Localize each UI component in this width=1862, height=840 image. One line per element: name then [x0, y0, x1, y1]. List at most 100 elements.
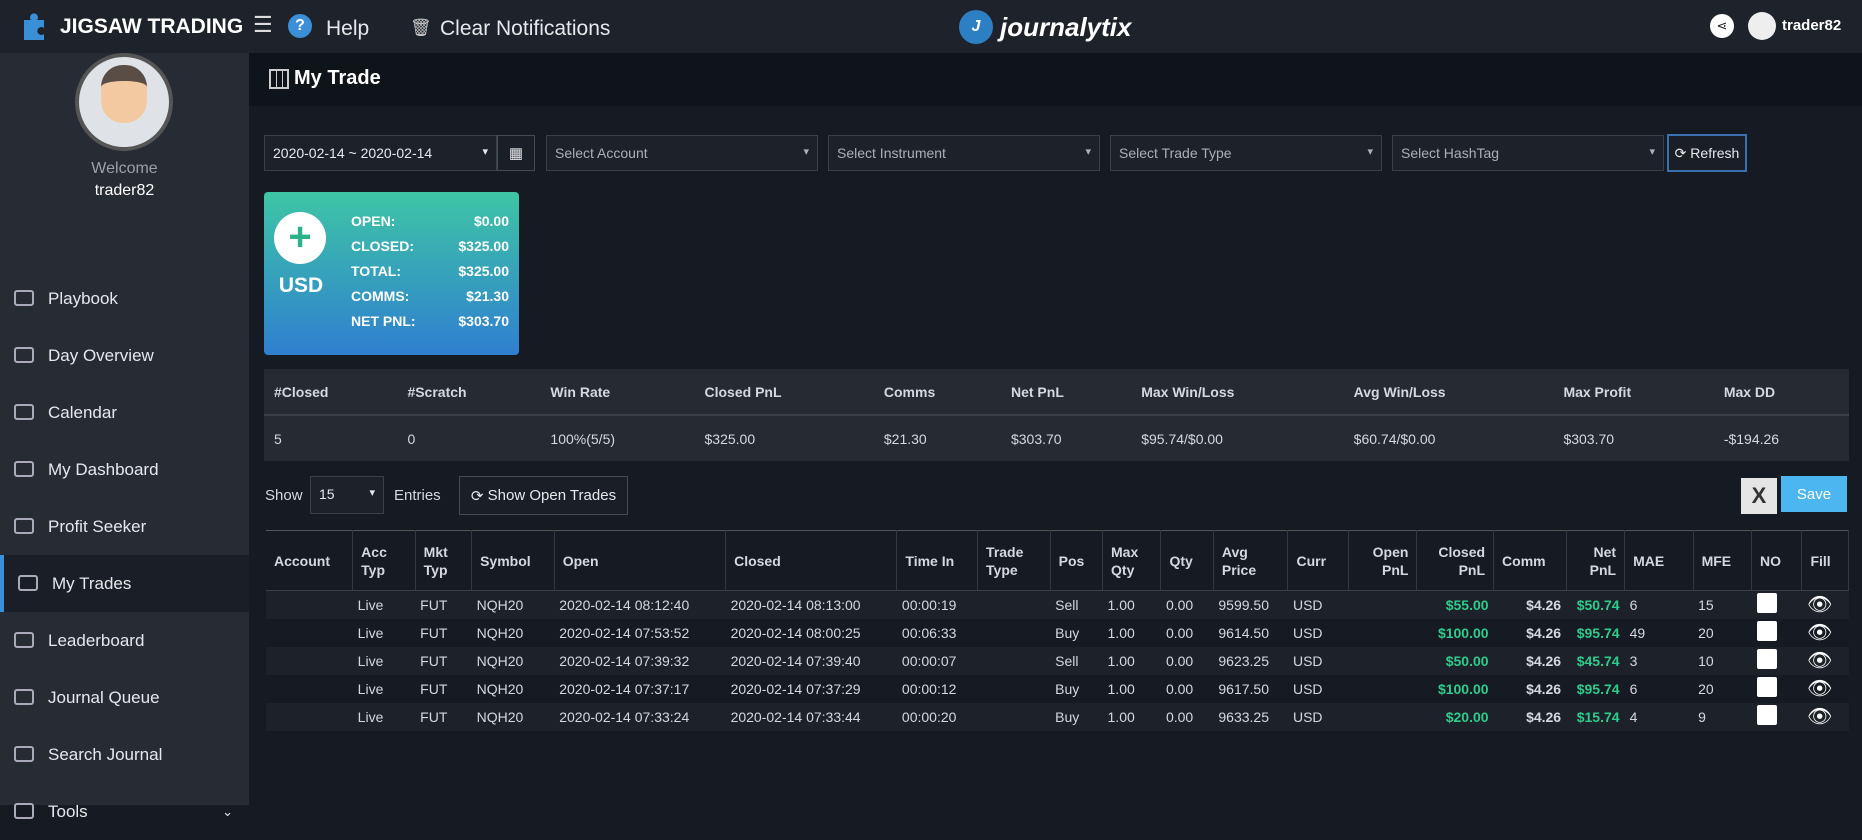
cell: FUT — [420, 624, 448, 641]
cell: NQH20 — [476, 596, 524, 613]
stats-header: Win Rate — [540, 369, 695, 416]
menu-label: Profit Seeker — [48, 516, 147, 536]
menu-item[interactable]: Playbook — [0, 270, 249, 327]
filter-select[interactable]: Select Account — [546, 135, 818, 171]
menu-item[interactable]: Leaderboard — [0, 612, 249, 669]
save-button[interactable]: Save — [1781, 476, 1847, 512]
filter-select[interactable]: Select HashTag — [1392, 135, 1664, 171]
avatar-face — [101, 65, 147, 123]
filter-select[interactable]: Select Trade Type — [1110, 135, 1382, 171]
cell: 2020-02-14 07:39:32 — [559, 652, 690, 669]
logo-icon — [24, 13, 44, 41]
cell: NQH20 — [476, 708, 524, 725]
cell: 1.00 — [1107, 708, 1135, 725]
stats-value: $303.70 — [1563, 430, 1615, 447]
excel-export[interactable]: X — [1741, 478, 1777, 514]
cell — [978, 591, 1051, 619]
cell: $55.00 — [1445, 596, 1489, 613]
menu-item[interactable]: Journal Queue — [0, 669, 249, 726]
cell: $95.74 — [1576, 680, 1620, 697]
view-icon[interactable]: 👁 — [1806, 706, 1833, 728]
menu-item[interactable]: Search Journal — [0, 726, 249, 783]
user-name[interactable]: trader82 — [1782, 17, 1842, 34]
view-icon[interactable]: 👁 — [1806, 650, 1833, 672]
menu-item[interactable]: Calendar — [0, 384, 249, 441]
fill-cell: 👁 — [1802, 675, 1849, 703]
summary-label: COMMS: — [351, 288, 410, 304]
filter-select[interactable]: Select Instrument — [828, 135, 1100, 171]
entries-select[interactable]: 15 — [310, 476, 384, 514]
add-icon[interactable]: + — [274, 212, 326, 264]
menu-item[interactable]: My Trades — [0, 555, 249, 612]
view-icon[interactable]: 👁 — [1806, 678, 1833, 700]
stats-table: #Closed #Scratch Win Rate Closed PnL Comms Ne… — [264, 369, 1849, 461]
trade-row: Live FUT NQH20 2020-02-14 07:53:52 2020-02-1… — [266, 619, 1849, 647]
column-header: Trade Type — [977, 530, 1051, 591]
refresh-label: Refresh — [1690, 145, 1740, 161]
stats-value: $21.30 — [883, 430, 927, 447]
cell: 1.00 — [1107, 624, 1135, 641]
stats-header: Comms — [873, 369, 1001, 416]
note-cell — [1752, 591, 1802, 619]
cell: 20 — [1698, 680, 1714, 697]
stats-header: Max Profit — [1553, 369, 1714, 416]
column-header: Comm — [1493, 530, 1567, 591]
user-avatar[interactable] — [1748, 12, 1776, 40]
column-header: Account — [266, 530, 354, 591]
cell: 00:00:07 — [901, 652, 957, 669]
cell: 9623.25 — [1218, 652, 1269, 669]
note-icon[interactable] — [1756, 705, 1777, 725]
cell: USD — [1292, 708, 1323, 725]
help-link[interactable]: Help — [326, 17, 370, 40]
note-icon[interactable] — [1756, 677, 1777, 697]
cell: Buy — [1055, 708, 1080, 725]
menu-label: My Dashboard — [48, 459, 159, 479]
cell: Buy — [1055, 624, 1080, 641]
view-icon[interactable]: 👁 — [1806, 622, 1833, 644]
refresh-button[interactable]: ⟳ Refresh — [1667, 134, 1747, 172]
note-icon[interactable] — [1756, 593, 1777, 614]
cell: $95.74 — [1576, 624, 1620, 641]
cell: 00:06:33 — [901, 624, 957, 641]
menu-icon — [14, 746, 34, 762]
cell: $4.26 — [1526, 624, 1562, 641]
menu-item[interactable]: Day Overview — [0, 327, 249, 384]
column-header: Symbol — [471, 530, 555, 591]
cell — [1348, 591, 1417, 619]
menu-label: Day Overview — [48, 345, 154, 365]
avatar — [75, 53, 173, 151]
view-icon[interactable]: 👁 — [1806, 594, 1833, 617]
trash-icon[interactable]: 🗑 — [410, 18, 432, 37]
menu-item[interactable]: Tools ⌄ — [0, 783, 249, 840]
cell: FUT — [420, 596, 448, 613]
calendar-button[interactable]: ▦ — [497, 135, 535, 171]
fill-cell: 👁 — [1802, 703, 1849, 731]
cell — [978, 703, 1051, 731]
cell: 9599.50 — [1218, 596, 1269, 613]
cell: 2020-02-14 08:13:00 — [730, 596, 861, 613]
open-trades-button[interactable]: ⟳ Show Open Trades — [459, 476, 628, 515]
menu-label: Search Journal — [48, 744, 163, 764]
menu-toggle[interactable]: ☰ — [253, 12, 273, 37]
menu-item[interactable]: Profit Seeker — [0, 498, 249, 555]
cell: $4.26 — [1526, 680, 1562, 697]
clear-notifications[interactable]: Clear Notifications — [440, 17, 611, 40]
cell: 9614.50 — [1218, 624, 1269, 641]
note-icon[interactable] — [1756, 621, 1777, 641]
summary-label: CLOSED: — [351, 238, 414, 254]
fill-cell: 👁 — [1802, 591, 1849, 619]
cell — [978, 675, 1051, 703]
help-icon[interactable]: ? — [288, 14, 312, 38]
menu-item[interactable]: My Dashboard — [0, 441, 249, 498]
cell — [266, 675, 353, 703]
stats-value: $95.74/$0.00 — [1141, 430, 1223, 447]
cell: 2020-02-14 08:00:25 — [730, 624, 861, 641]
note-icon[interactable] — [1756, 649, 1777, 669]
menu-icon — [14, 347, 34, 363]
stats-header: Closed PnL — [694, 369, 874, 416]
date-range[interactable]: 2020-02-14 ~ 2020-02-14 — [264, 135, 497, 171]
cell: 49 — [1629, 624, 1646, 641]
share-icon[interactable]: ⋖ — [1710, 14, 1734, 38]
cell: NQH20 — [476, 680, 524, 697]
stats-value: $303.70 — [1010, 430, 1062, 447]
